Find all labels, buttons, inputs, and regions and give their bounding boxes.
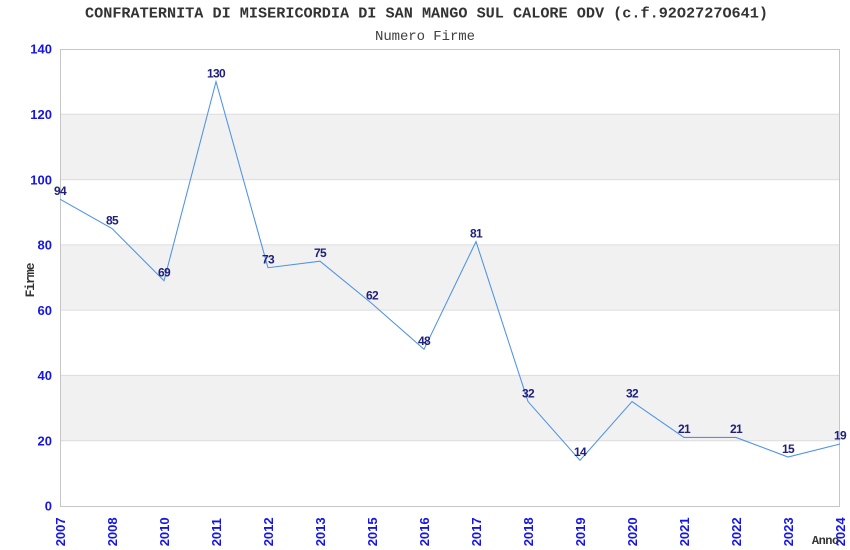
svg-text:20: 20	[38, 433, 52, 448]
svg-text:81: 81	[470, 226, 483, 240]
svg-text:2018: 2018	[521, 517, 536, 546]
svg-text:73: 73	[262, 252, 275, 266]
svg-text:40: 40	[38, 368, 52, 383]
svg-text:94: 94	[54, 184, 67, 198]
svg-text:CONFRATERNITA DI MISERICORDIA: CONFRATERNITA DI MISERICORDIA DI SAN MAN…	[85, 5, 768, 23]
svg-text:100: 100	[30, 172, 52, 187]
svg-text:85: 85	[106, 213, 119, 227]
svg-text:48: 48	[418, 334, 431, 348]
svg-text:62: 62	[366, 288, 379, 302]
svg-text:2010: 2010	[157, 517, 172, 546]
svg-text:19: 19	[834, 429, 847, 443]
svg-text:75: 75	[314, 246, 327, 260]
svg-text:2011: 2011	[209, 518, 224, 546]
svg-text:130: 130	[207, 66, 226, 80]
svg-text:32: 32	[522, 386, 535, 400]
svg-text:Anno: Anno	[812, 534, 839, 548]
svg-text:2016: 2016	[417, 517, 432, 546]
svg-text:21: 21	[730, 422, 743, 436]
svg-text:32: 32	[626, 386, 639, 400]
svg-text:0: 0	[45, 499, 52, 514]
svg-text:2023: 2023	[781, 517, 796, 546]
svg-text:2019: 2019	[573, 517, 588, 546]
svg-text:14: 14	[574, 445, 587, 459]
svg-text:15: 15	[782, 442, 795, 456]
svg-text:80: 80	[38, 238, 52, 253]
svg-text:2013: 2013	[313, 517, 328, 546]
svg-text:2008: 2008	[105, 517, 120, 546]
svg-text:140: 140	[30, 42, 52, 57]
svg-text:120: 120	[30, 107, 52, 122]
svg-text:2020: 2020	[625, 517, 640, 546]
svg-text:2022: 2022	[729, 517, 744, 546]
svg-text:2017: 2017	[469, 517, 484, 546]
svg-text:2007: 2007	[53, 517, 68, 546]
svg-text:60: 60	[38, 303, 52, 318]
svg-text:21: 21	[678, 422, 691, 436]
svg-text:2024: 2024	[833, 517, 848, 547]
svg-text:2021: 2021	[677, 517, 692, 546]
svg-text:Numero Firme: Numero Firme	[375, 29, 475, 45]
svg-text:69: 69	[158, 266, 171, 280]
svg-text:2015: 2015	[365, 517, 380, 546]
svg-text:Firme: Firme	[23, 262, 38, 297]
svg-text:2012: 2012	[261, 517, 276, 546]
